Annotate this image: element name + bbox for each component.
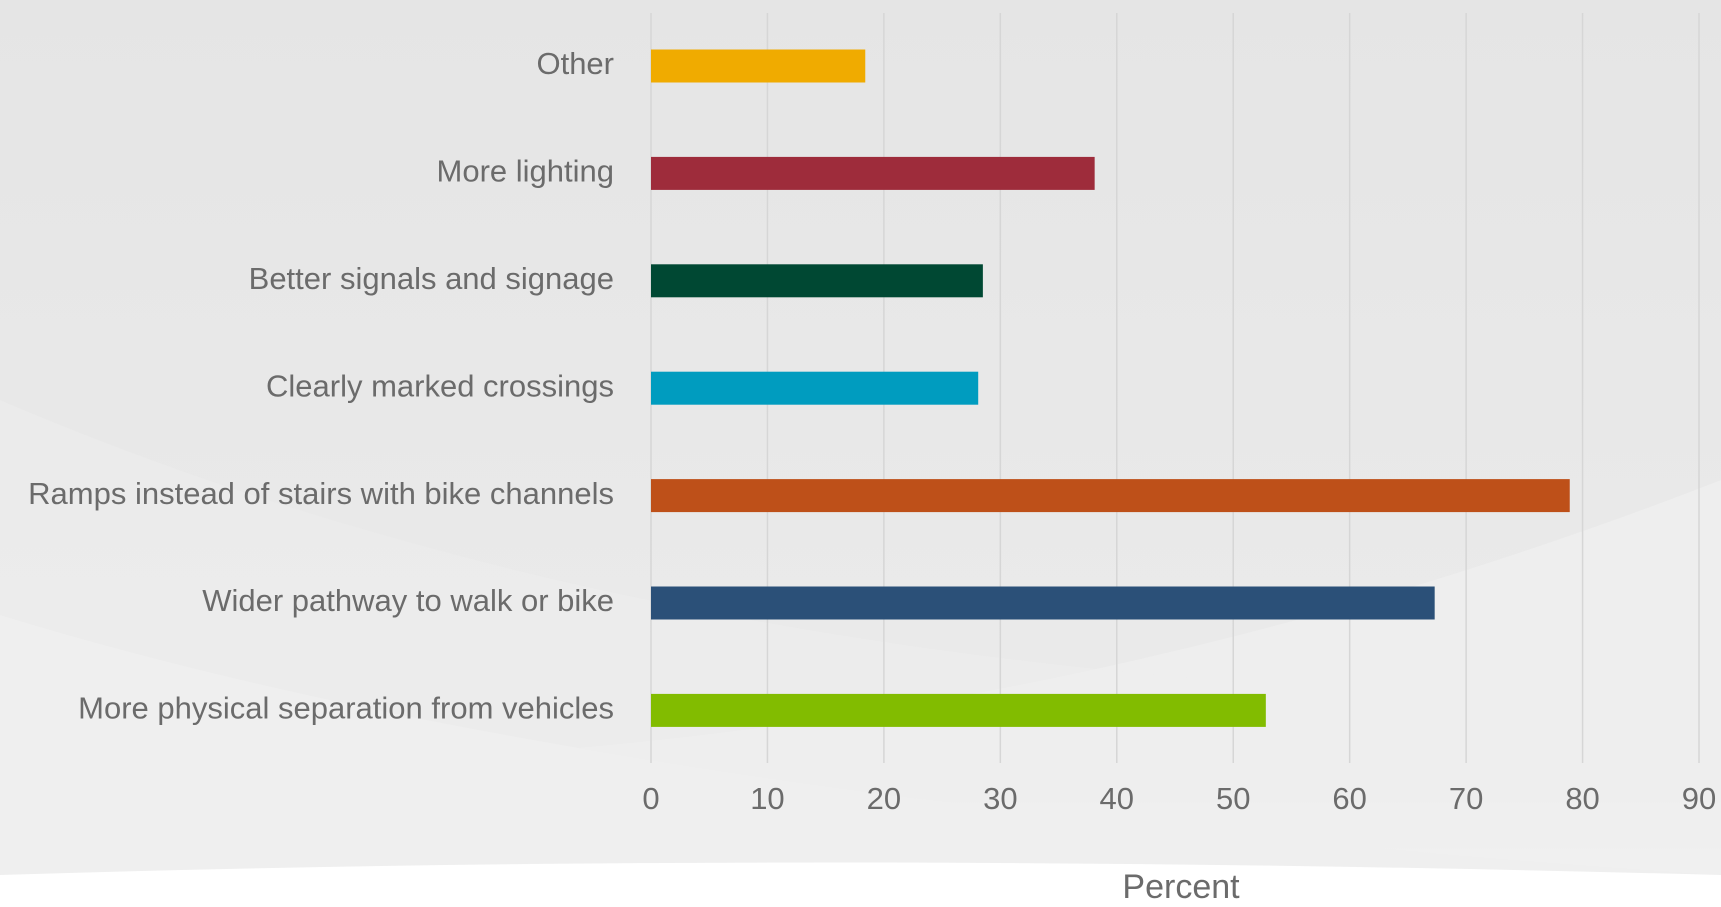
y-tick-label: Better signals and signage: [249, 261, 614, 296]
y-tick-label: More lighting: [437, 154, 614, 189]
x-tick-label: 60: [1332, 781, 1366, 816]
x-tick-label: 90: [1682, 781, 1716, 816]
bar: [651, 156, 1095, 190]
x-tick-label: 20: [867, 781, 901, 816]
y-tick-label: Other: [536, 46, 614, 81]
x-axis-title: Percent: [1122, 868, 1240, 906]
x-tick-label: 50: [1216, 781, 1250, 816]
x-tick-label: 0: [642, 781, 659, 816]
decor-wave: [0, 400, 1721, 907]
y-tick-label: Wider pathway to walk or bike: [202, 583, 614, 618]
bar: [651, 371, 979, 405]
bar: [651, 586, 1435, 620]
y-tick-label: More physical separation from vehicles: [78, 691, 614, 726]
x-tick-label: 10: [750, 781, 784, 816]
bar: [651, 693, 1266, 727]
y-tick-label: Clearly marked crossings: [266, 368, 614, 403]
bar: [651, 479, 1570, 513]
y-tick-label: Ramps instead of stairs with bike channe…: [28, 476, 614, 511]
x-tick-label: 80: [1565, 781, 1599, 816]
x-tick-label: 70: [1449, 781, 1483, 816]
x-tick-label: 40: [1100, 781, 1134, 816]
decor-wave: [0, 862, 1721, 907]
bar: [651, 49, 866, 83]
bar: [651, 264, 983, 298]
x-tick-label: 30: [983, 781, 1017, 816]
